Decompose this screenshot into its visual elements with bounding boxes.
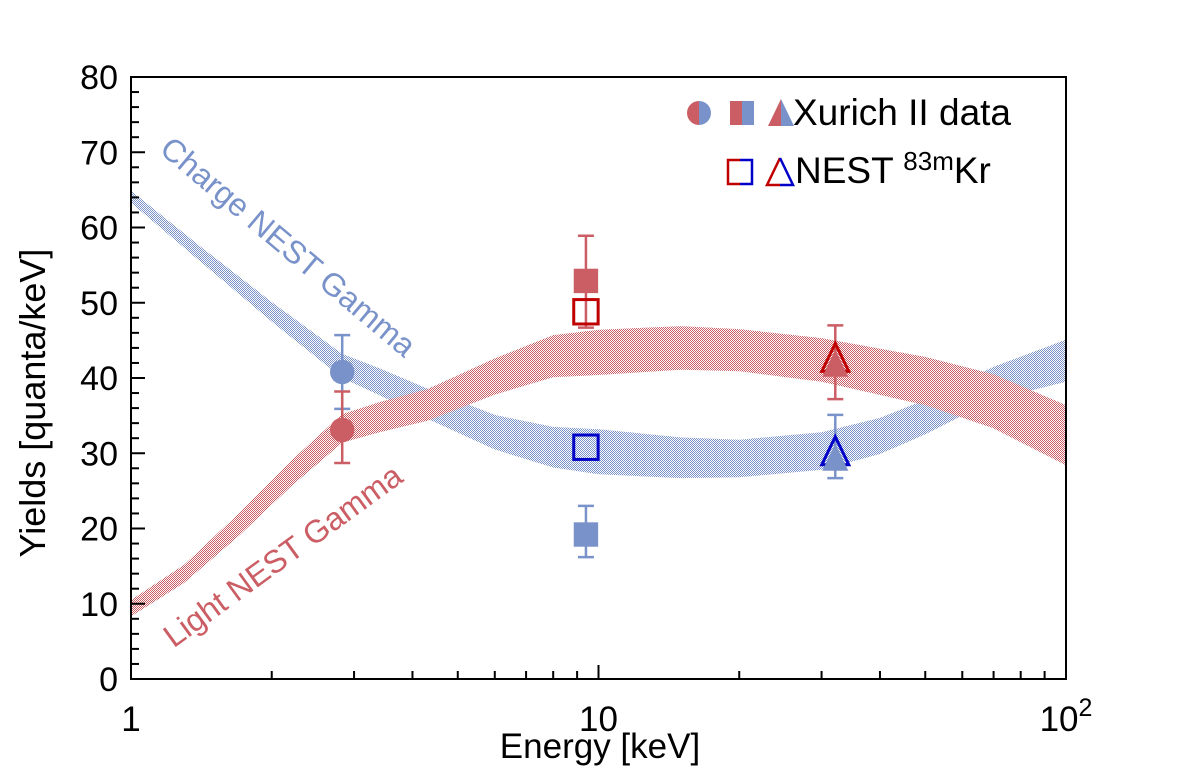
- legend-open-square-icon: [726, 158, 754, 186]
- legend-circle-icon: [687, 101, 711, 125]
- y-tick-label: 60: [80, 210, 118, 248]
- y-tick-label: 50: [80, 285, 118, 323]
- y-tick-label: 70: [80, 134, 118, 172]
- x-tick-label: 102: [1040, 694, 1093, 739]
- open-square-marker: [572, 433, 600, 461]
- y-tick-label: 0: [99, 661, 118, 699]
- legend-nest-suffix: Kr: [953, 150, 991, 191]
- filled-circle-marker: [330, 417, 355, 443]
- legend-nest-superscript: 83m: [903, 146, 954, 176]
- filled-triangle-marker: [822, 349, 849, 377]
- y-tick-label: 10: [80, 586, 118, 624]
- legend-label-xurich: Xurich II data: [793, 92, 1012, 133]
- open-square-marker: [572, 298, 600, 326]
- axis-ticks: [130, 76, 1067, 680]
- legend-label-nest: NEST 83mKr: [795, 146, 991, 192]
- x-tick-label: 1: [121, 700, 140, 739]
- legend-triangle-icon: [768, 99, 794, 126]
- x-tick-label: 10: [579, 700, 618, 739]
- y-axis-title: Yields [quanta/keV]: [12, 248, 53, 558]
- filled-circle-marker: [330, 359, 355, 385]
- filled-triangle-marker: [822, 443, 849, 471]
- filled-square-marker: [573, 522, 599, 547]
- legend-nest-prefix: NEST: [795, 150, 904, 191]
- x-axis-title: Energy [keV]: [499, 727, 701, 766]
- y-tick-label: 30: [80, 435, 118, 473]
- y-tick-label: 20: [80, 511, 118, 549]
- legend-square-icon: [730, 101, 754, 125]
- y-tick-label: 80: [80, 59, 118, 97]
- legend-open-triangle-icon: [765, 157, 795, 187]
- y-tick-label: 40: [80, 360, 118, 398]
- filled-square-marker: [573, 268, 599, 294]
